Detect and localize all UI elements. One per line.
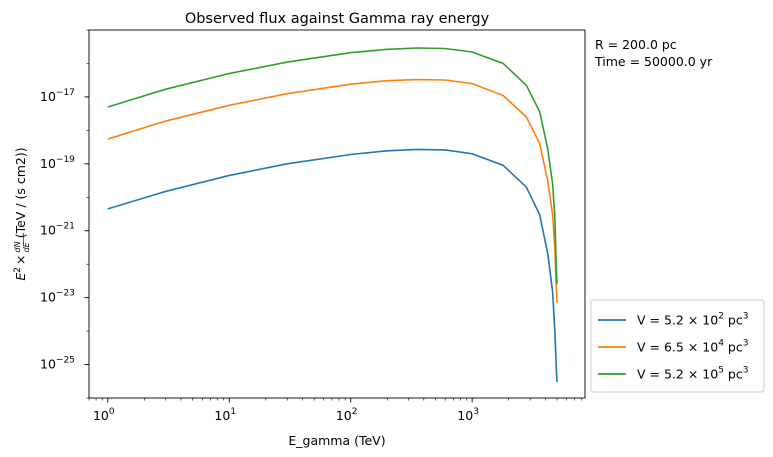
series-layer <box>107 47 558 383</box>
y-axis-label: E2 × dNdE (TeV / (s cm2)) <box>13 147 31 280</box>
y-tick-label: 10−25 <box>40 356 75 372</box>
plot-frame <box>88 29 586 399</box>
series-line-2 <box>107 78 558 303</box>
legend-label-2: V = 6.5 × 104 pc3 <box>637 339 748 355</box>
x-tick-label: 100 <box>93 407 115 423</box>
legend-box <box>590 299 765 393</box>
legend-label-1: V = 5.2 × 102 pc3 <box>637 312 748 328</box>
ylabel-frac-num: dN <box>13 241 22 252</box>
ylabel-units: (TeV / (s cm2)) <box>13 147 28 238</box>
legend: V = 5.2 × 102 pc3 V = 6.5 × 104 pc3 V = 5.… <box>590 299 765 393</box>
y-tick-label: 10−21 <box>40 222 75 238</box>
ylabel-frac-den: dE <box>22 241 31 252</box>
y-tick-label: 10−17 <box>40 88 75 104</box>
ylabel-e-exp: 2 <box>13 267 23 273</box>
ylabel-e: E <box>13 273 28 281</box>
ylabel-times: × <box>13 254 28 264</box>
y-tick-label: 10−23 <box>40 289 75 305</box>
x-axis-label: E_gamma (TeV) <box>288 433 385 448</box>
x-axis-ticks: 100 101 102 103 <box>88 398 583 423</box>
y-tick-label: 10−19 <box>40 155 75 171</box>
svg-text:E2×dNdE(TeV / (s cm2)): E2 × dNdE (TeV / (s cm2)) <box>13 147 31 280</box>
annotation-time: Time = 50000.0 yr <box>594 54 713 69</box>
series-line-1 <box>107 148 558 383</box>
annotations: R = 200.0 pc Time = 50000.0 yr <box>594 37 713 69</box>
x-tick-label: 102 <box>336 407 358 423</box>
y-axis-ticks: 10−25 10−23 10−21 10−19 10−17 <box>40 29 89 399</box>
series-line-3 <box>107 47 558 285</box>
annotation-radius: R = 200.0 pc <box>595 37 677 52</box>
x-tick-label: 103 <box>457 407 479 423</box>
chart-title: Observed flux against Gamma ray energy <box>185 11 490 27</box>
plot-area <box>88 29 586 399</box>
x-tick-label: 101 <box>214 407 236 423</box>
legend-label-3: V = 5.2 × 105 pc3 <box>637 366 748 382</box>
